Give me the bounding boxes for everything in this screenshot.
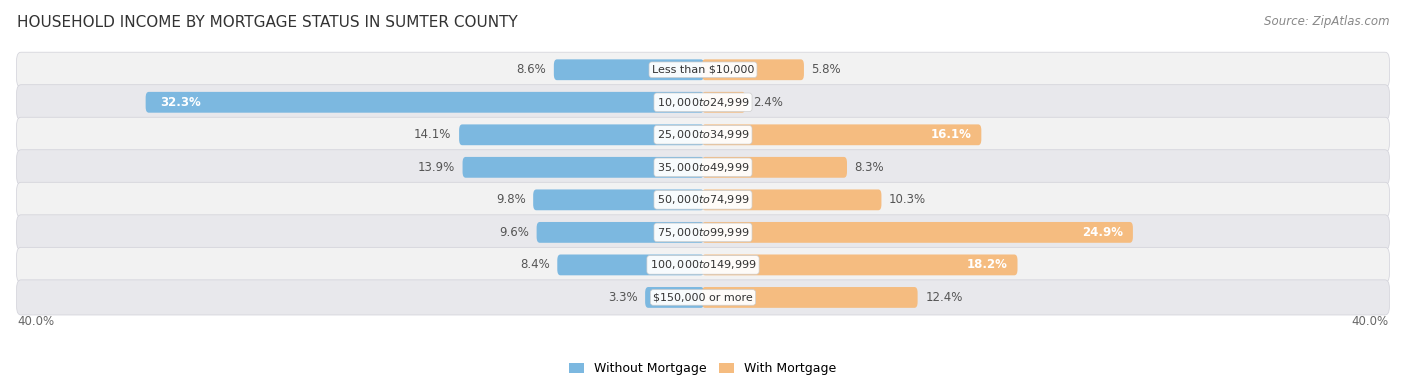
Text: 40.0%: 40.0% [17,315,55,328]
Text: $50,000 to $74,999: $50,000 to $74,999 [657,194,749,206]
FancyBboxPatch shape [17,150,1389,185]
FancyBboxPatch shape [702,124,981,145]
FancyBboxPatch shape [533,189,704,210]
FancyBboxPatch shape [702,287,918,308]
FancyBboxPatch shape [146,92,704,113]
Text: Less than $10,000: Less than $10,000 [652,65,754,75]
FancyBboxPatch shape [554,59,704,80]
Text: 9.6%: 9.6% [499,226,529,239]
Text: 10.3%: 10.3% [889,194,927,206]
Text: $10,000 to $24,999: $10,000 to $24,999 [657,96,749,109]
FancyBboxPatch shape [702,222,1133,243]
FancyBboxPatch shape [17,280,1389,315]
Text: 12.4%: 12.4% [925,291,963,304]
FancyBboxPatch shape [702,254,1018,275]
Text: 8.4%: 8.4% [520,259,550,271]
Text: 18.2%: 18.2% [967,259,1008,271]
Text: 8.3%: 8.3% [855,161,884,174]
Text: $150,000 or more: $150,000 or more [654,293,752,302]
Text: 13.9%: 13.9% [418,161,456,174]
FancyBboxPatch shape [17,52,1389,87]
FancyBboxPatch shape [17,215,1389,250]
FancyBboxPatch shape [702,157,846,178]
Text: $25,000 to $34,999: $25,000 to $34,999 [657,128,749,141]
Text: 32.3%: 32.3% [160,96,201,109]
Text: 14.1%: 14.1% [415,128,451,141]
Text: 9.8%: 9.8% [496,194,526,206]
Text: $100,000 to $149,999: $100,000 to $149,999 [650,259,756,271]
Text: 24.9%: 24.9% [1083,226,1123,239]
FancyBboxPatch shape [460,124,704,145]
FancyBboxPatch shape [702,59,804,80]
Text: $75,000 to $99,999: $75,000 to $99,999 [657,226,749,239]
FancyBboxPatch shape [557,254,704,275]
FancyBboxPatch shape [17,117,1389,152]
Text: 40.0%: 40.0% [1351,315,1389,328]
Text: Source: ZipAtlas.com: Source: ZipAtlas.com [1264,15,1389,28]
FancyBboxPatch shape [17,85,1389,120]
Text: 8.6%: 8.6% [516,63,547,76]
FancyBboxPatch shape [702,189,882,210]
Text: $35,000 to $49,999: $35,000 to $49,999 [657,161,749,174]
Text: 2.4%: 2.4% [754,96,783,109]
FancyBboxPatch shape [645,287,704,308]
Text: HOUSEHOLD INCOME BY MORTGAGE STATUS IN SUMTER COUNTY: HOUSEHOLD INCOME BY MORTGAGE STATUS IN S… [17,15,517,30]
Text: 16.1%: 16.1% [931,128,972,141]
FancyBboxPatch shape [463,157,704,178]
FancyBboxPatch shape [17,247,1389,282]
FancyBboxPatch shape [17,182,1389,217]
Legend: Without Mortgage, With Mortgage: Without Mortgage, With Mortgage [564,357,842,378]
FancyBboxPatch shape [537,222,704,243]
Text: 3.3%: 3.3% [607,291,637,304]
FancyBboxPatch shape [702,92,745,113]
Text: 5.8%: 5.8% [811,63,841,76]
